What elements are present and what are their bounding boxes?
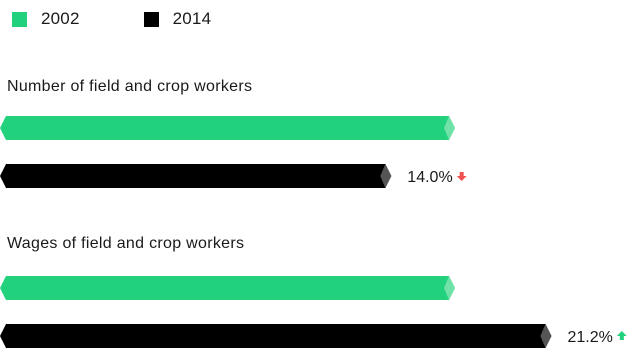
group-title-wages: Wages of field and crop workers <box>7 235 245 252</box>
bar-tip-wages-2002 <box>444 276 455 300</box>
legend-swatch-2002 <box>12 11 27 27</box>
change-label-wages: 21.2% <box>567 329 612 346</box>
bar-tip-wages-2014 <box>540 324 552 348</box>
change-arrow-down-icon <box>456 172 467 181</box>
bar-wages-2014 <box>0 324 552 348</box>
bar-workers-2014 <box>0 164 392 188</box>
legend-label-2002: 2002 <box>41 9 80 28</box>
bar-tip-workers-2014 <box>380 164 392 188</box>
legend-label-2014: 2014 <box>172 9 212 28</box>
legend-item-2014: 2014 <box>143 9 212 29</box>
legend: 2002 2014 <box>12 7 275 31</box>
legend-swatch-2014 <box>143 11 159 27</box>
bar-wages-2002 <box>0 276 455 300</box>
bar-tip-workers-2002 <box>444 116 455 140</box>
legend-item-2002: 2002 <box>12 9 80 29</box>
bar-workers-2002 <box>0 116 455 140</box>
change-label-workers: 14.0% <box>407 169 452 186</box>
group-title-workers: Number of field and crop workers <box>7 78 253 95</box>
change-arrow-up-icon <box>616 331 627 340</box>
